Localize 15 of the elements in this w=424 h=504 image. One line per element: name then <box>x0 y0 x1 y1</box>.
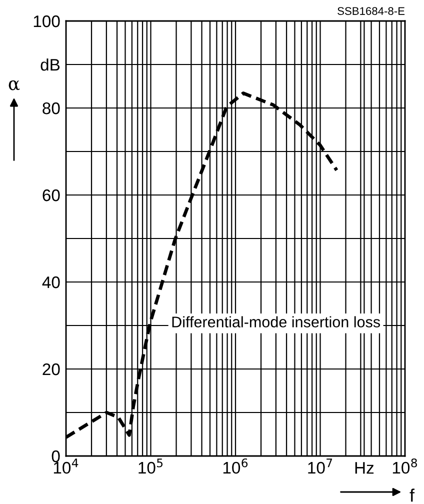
y-tick-label: 40 <box>42 276 60 288</box>
x-tick-label: 10$^{8}$ <box>392 458 417 474</box>
y-tick-label: 60 <box>42 189 60 202</box>
y-axis-title: α <box>8 80 20 90</box>
text: SSB1684-8-E <box>338 7 405 15</box>
x-tick-label: Hz <box>355 462 374 474</box>
y-tick-label: 80 <box>42 102 60 114</box>
series-label: Differential-mode insertion loss <box>172 316 380 328</box>
x-tick-label: 10$^{5}$ <box>138 458 163 474</box>
y-tick-label: 100 <box>34 15 60 28</box>
y-tick-label: 20 <box>42 363 60 376</box>
x-tick-label: 10$^{7}$ <box>308 458 332 474</box>
x-axis-title: f <box>410 488 415 502</box>
x-tick-label: 10$^{6}$ <box>223 458 248 474</box>
y-tick-label: dB <box>40 58 60 71</box>
